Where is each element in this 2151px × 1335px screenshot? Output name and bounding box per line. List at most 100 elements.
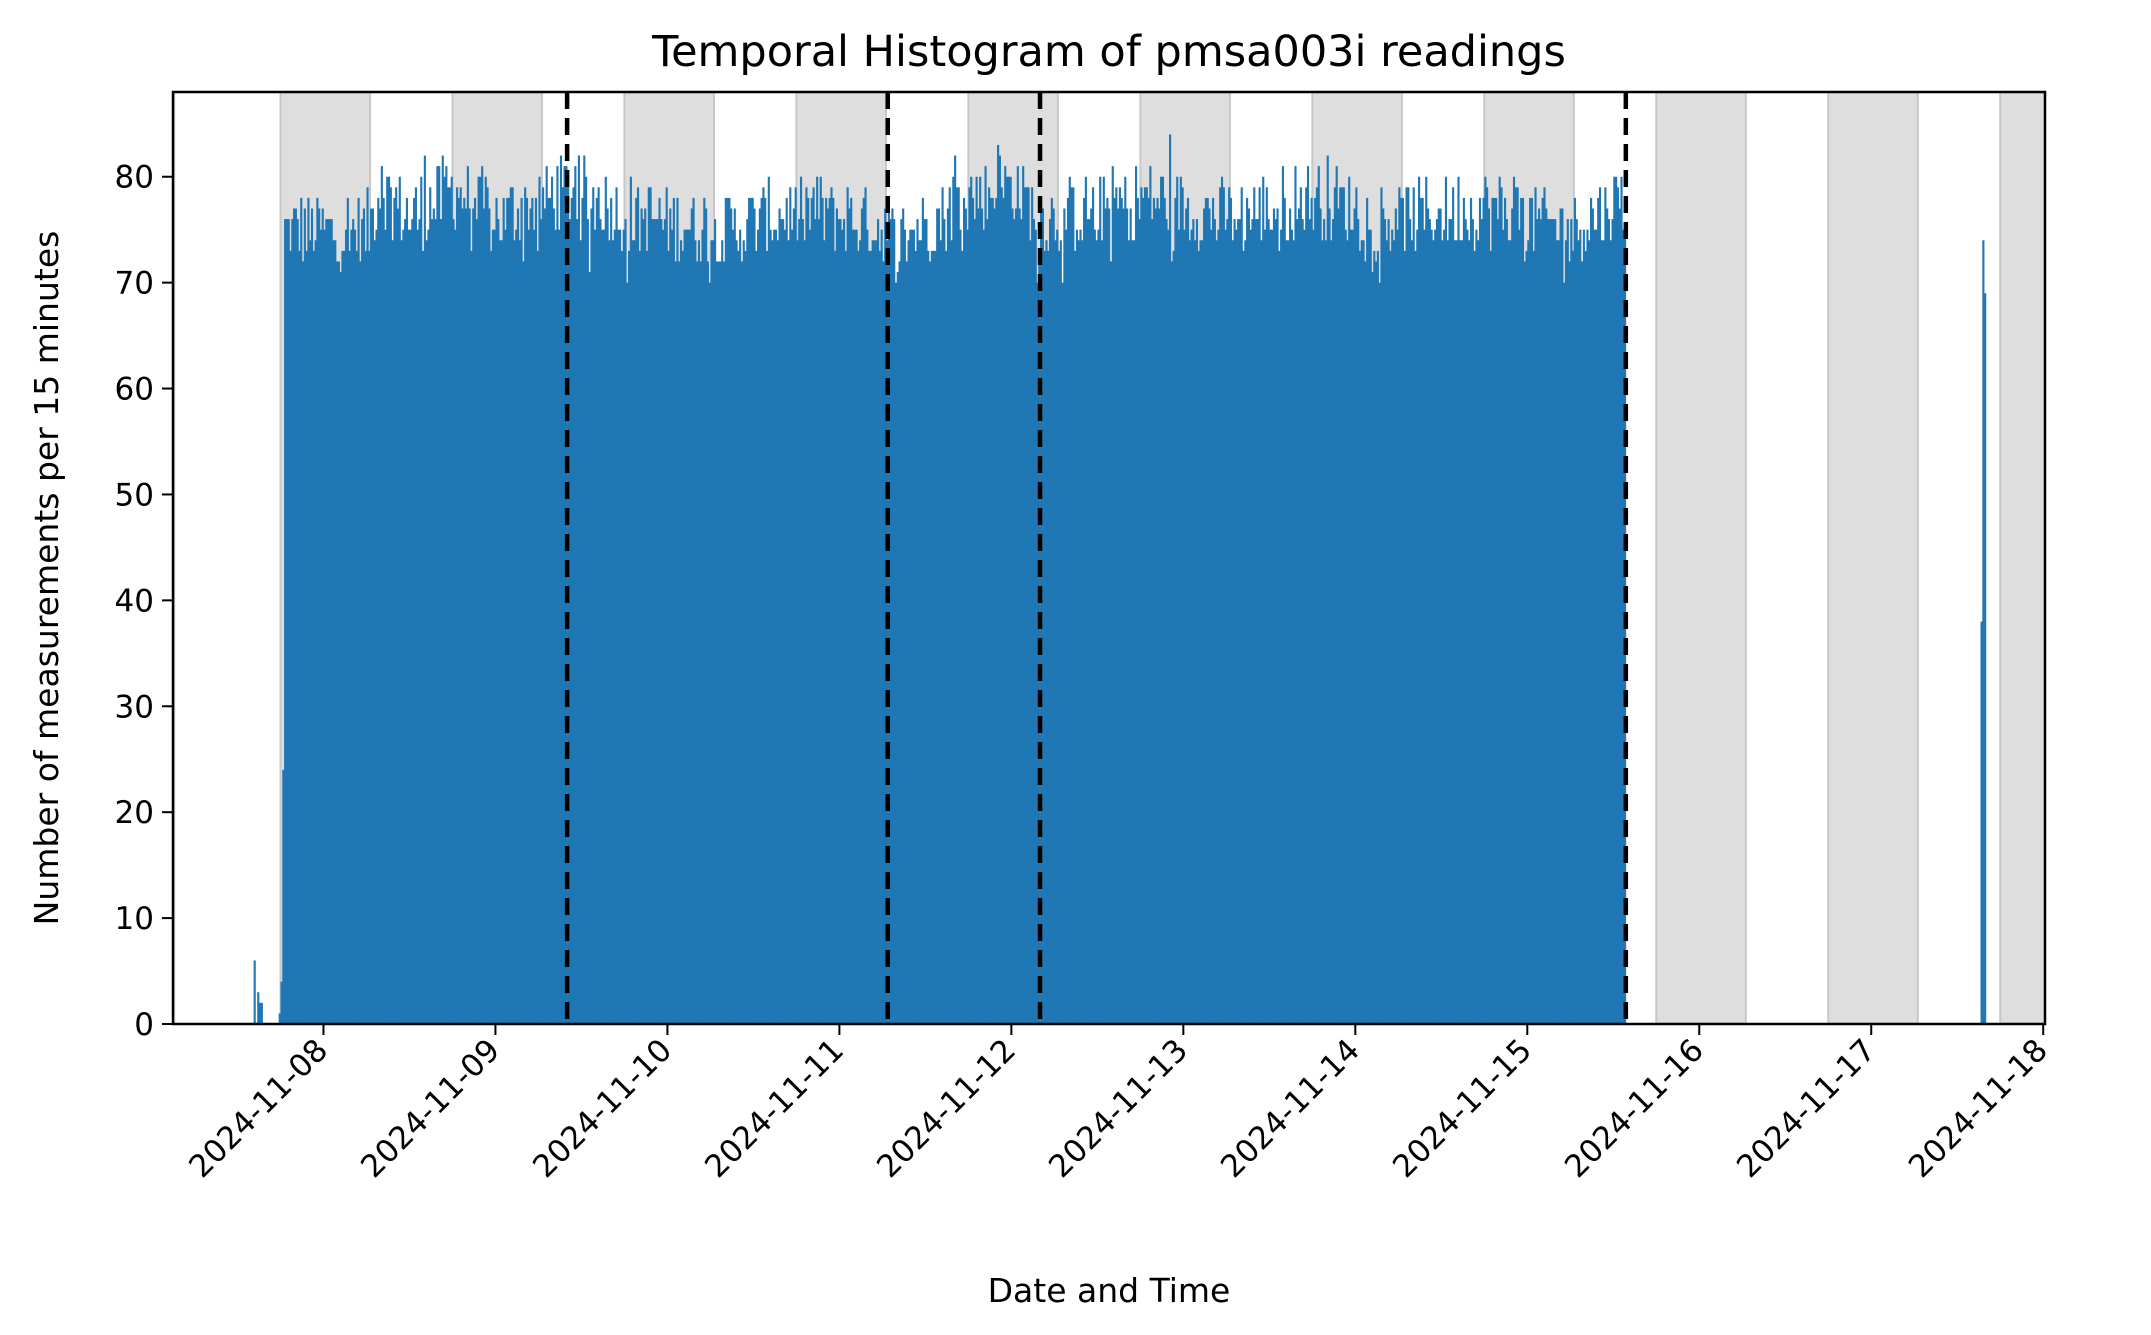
histogram-bar (1606, 208, 1609, 1024)
histogram-bar (1127, 240, 1130, 1025)
histogram-bar (1181, 187, 1184, 1024)
histogram-bar (545, 166, 548, 1025)
histogram-bar (570, 197, 573, 1025)
histogram-bar (1106, 197, 1109, 1025)
histogram-bar (769, 229, 772, 1024)
histogram-bar (977, 208, 980, 1024)
histogram-bar (649, 187, 652, 1024)
histogram-bar (1210, 229, 1213, 1024)
histogram-bar (1111, 166, 1114, 1025)
histogram-bar (1505, 219, 1508, 1024)
histogram-bar (1038, 250, 1041, 1024)
histogram-bar (1394, 208, 1397, 1024)
histogram-bar (1081, 240, 1084, 1025)
histogram-bar (488, 208, 491, 1024)
histogram-bar (1502, 229, 1505, 1024)
y-tick-label: 70 (115, 266, 154, 302)
histogram-bar (877, 219, 880, 1024)
histogram-bar (1432, 240, 1435, 1025)
histogram-bar (950, 240, 953, 1025)
histogram-bar (1152, 197, 1156, 1025)
histogram-bar (1982, 240, 1985, 1025)
histogram-bar (635, 197, 638, 1025)
histogram-bar (955, 187, 958, 1024)
histogram-bar (909, 229, 912, 1024)
histogram-bar (1120, 197, 1123, 1025)
histogram-bar (722, 261, 726, 1024)
histogram-bar (533, 229, 536, 1024)
histogram-bar (456, 187, 459, 1024)
histogram-bar (1563, 282, 1566, 1024)
histogram-bar (937, 208, 941, 1024)
histogram-bar (1222, 187, 1225, 1024)
histogram-bar (576, 219, 579, 1024)
histogram-bar (1074, 250, 1077, 1024)
histogram-bar (828, 197, 831, 1025)
histogram-bar (1294, 166, 1297, 1025)
histogram-bar (1002, 197, 1005, 1025)
histogram-bar (986, 219, 989, 1024)
histogram-bar (382, 197, 385, 1025)
histogram-bar (896, 272, 899, 1025)
night-shade-band (1655, 91, 1747, 1025)
histogram-bar (1367, 229, 1370, 1024)
histogram-bar (321, 208, 324, 1024)
histogram-bar (1340, 187, 1344, 1024)
histogram-bar (911, 229, 914, 1024)
histogram-bar (628, 250, 631, 1024)
y-tick-label: 0 (134, 1007, 154, 1043)
histogram-bar (1498, 176, 1501, 1024)
histogram-bar (1027, 187, 1030, 1024)
histogram-bar (900, 219, 903, 1024)
histogram-bar (1219, 187, 1222, 1024)
histogram-bar (318, 208, 321, 1024)
histogram-bar (968, 187, 971, 1024)
histogram-bar (719, 261, 722, 1024)
histogram-bar (1461, 240, 1464, 1025)
histogram-bar (753, 208, 756, 1024)
histogram-bar (624, 219, 627, 1024)
histogram-bar (1378, 282, 1381, 1024)
histogram-bar (688, 229, 692, 1024)
histogram-bar (327, 219, 330, 1024)
histogram-bar (1054, 240, 1057, 1025)
histogram-bar (1600, 240, 1603, 1025)
histogram-bar (300, 197, 303, 1025)
histogram-bar (1330, 240, 1333, 1025)
histogram-bar (783, 229, 787, 1024)
histogram-bar (486, 187, 489, 1024)
histogram-bar (1147, 197, 1150, 1025)
histogram-bar (1004, 166, 1007, 1025)
histogram-bar (907, 240, 910, 1025)
histogram-bar (379, 208, 382, 1024)
histogram-bar (1177, 229, 1181, 1024)
histogram-bar (1129, 208, 1132, 1024)
histogram-bar (1523, 261, 1526, 1024)
histogram-bar (687, 229, 690, 1024)
histogram-bar (303, 208, 306, 1024)
histogram-bar (1529, 197, 1532, 1025)
histogram-bar (767, 176, 770, 1024)
histogram-bar (859, 240, 862, 1025)
histogram-bar (1509, 240, 1512, 1025)
histogram-bar (1426, 208, 1430, 1024)
histogram-bar (1412, 187, 1415, 1024)
histogram-bar (1333, 187, 1336, 1024)
histogram-bar (1254, 219, 1258, 1024)
histogram-bar (1387, 219, 1390, 1024)
histogram-bar (1582, 229, 1585, 1024)
histogram-bar (1357, 219, 1360, 1024)
histogram-bar (445, 166, 448, 1025)
histogram-bar (894, 282, 898, 1024)
histogram-bar (341, 250, 344, 1024)
histogram-bar (826, 208, 829, 1024)
histogram-bar (1206, 197, 1209, 1025)
histogram-bar (1118, 187, 1121, 1024)
histogram-bar (1475, 229, 1478, 1024)
histogram-bar (647, 187, 650, 1024)
histogram-bar (1276, 208, 1279, 1024)
histogram-bar (568, 219, 572, 1024)
histogram-bar (1160, 176, 1163, 1024)
histogram-bar (1339, 187, 1342, 1024)
histogram-bar (864, 187, 867, 1024)
